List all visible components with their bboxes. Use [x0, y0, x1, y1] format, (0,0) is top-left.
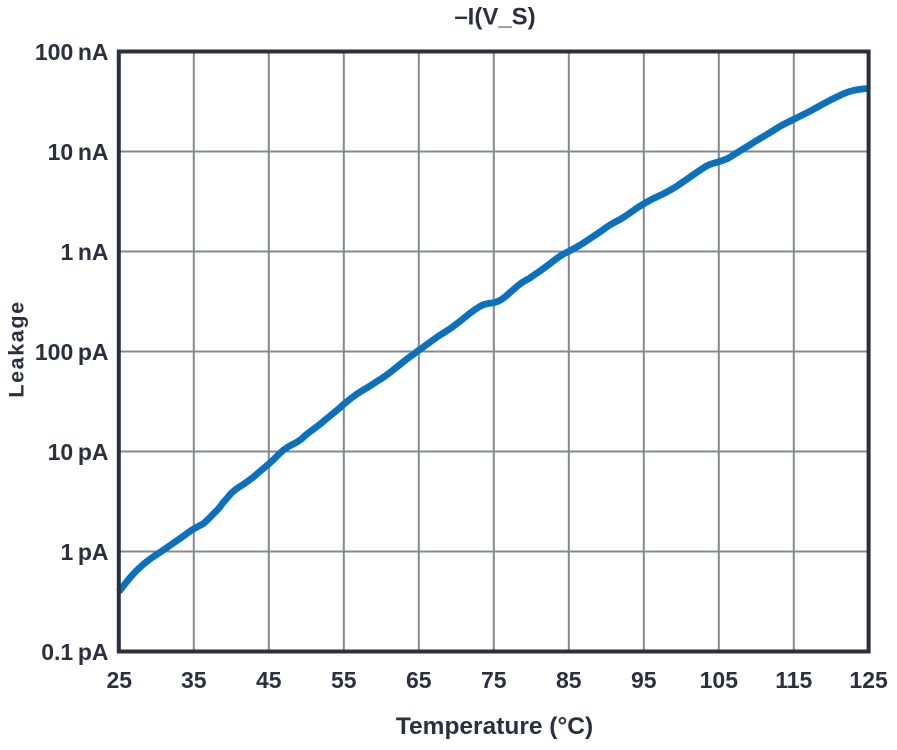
svg-text:1 nA: 1 nA [60, 239, 108, 265]
svg-text:65: 65 [406, 667, 432, 693]
svg-text:105: 105 [700, 667, 739, 693]
svg-text:–I(V_S): –I(V_S) [454, 4, 535, 31]
svg-text:Leakage: Leakage [5, 300, 29, 397]
svg-text:55: 55 [331, 667, 357, 693]
svg-text:25: 25 [107, 667, 133, 693]
svg-text:100 pA: 100 pA [35, 339, 109, 365]
svg-text:10 pA: 10 pA [48, 439, 109, 465]
svg-text:Temperature (°C): Temperature (°C) [396, 713, 593, 740]
svg-text:45: 45 [256, 667, 282, 693]
svg-text:35: 35 [181, 667, 207, 693]
svg-text:0.1 pA: 0.1 pA [41, 639, 108, 665]
svg-text:1 pA: 1 pA [60, 539, 108, 565]
svg-text:125: 125 [849, 667, 888, 693]
svg-text:115: 115 [775, 667, 812, 693]
svg-text:100 nA: 100 nA [35, 39, 109, 65]
svg-text:75: 75 [481, 667, 507, 693]
svg-text:10 nA: 10 nA [48, 139, 109, 165]
svg-text:95: 95 [631, 667, 657, 693]
svg-text:85: 85 [556, 667, 582, 693]
